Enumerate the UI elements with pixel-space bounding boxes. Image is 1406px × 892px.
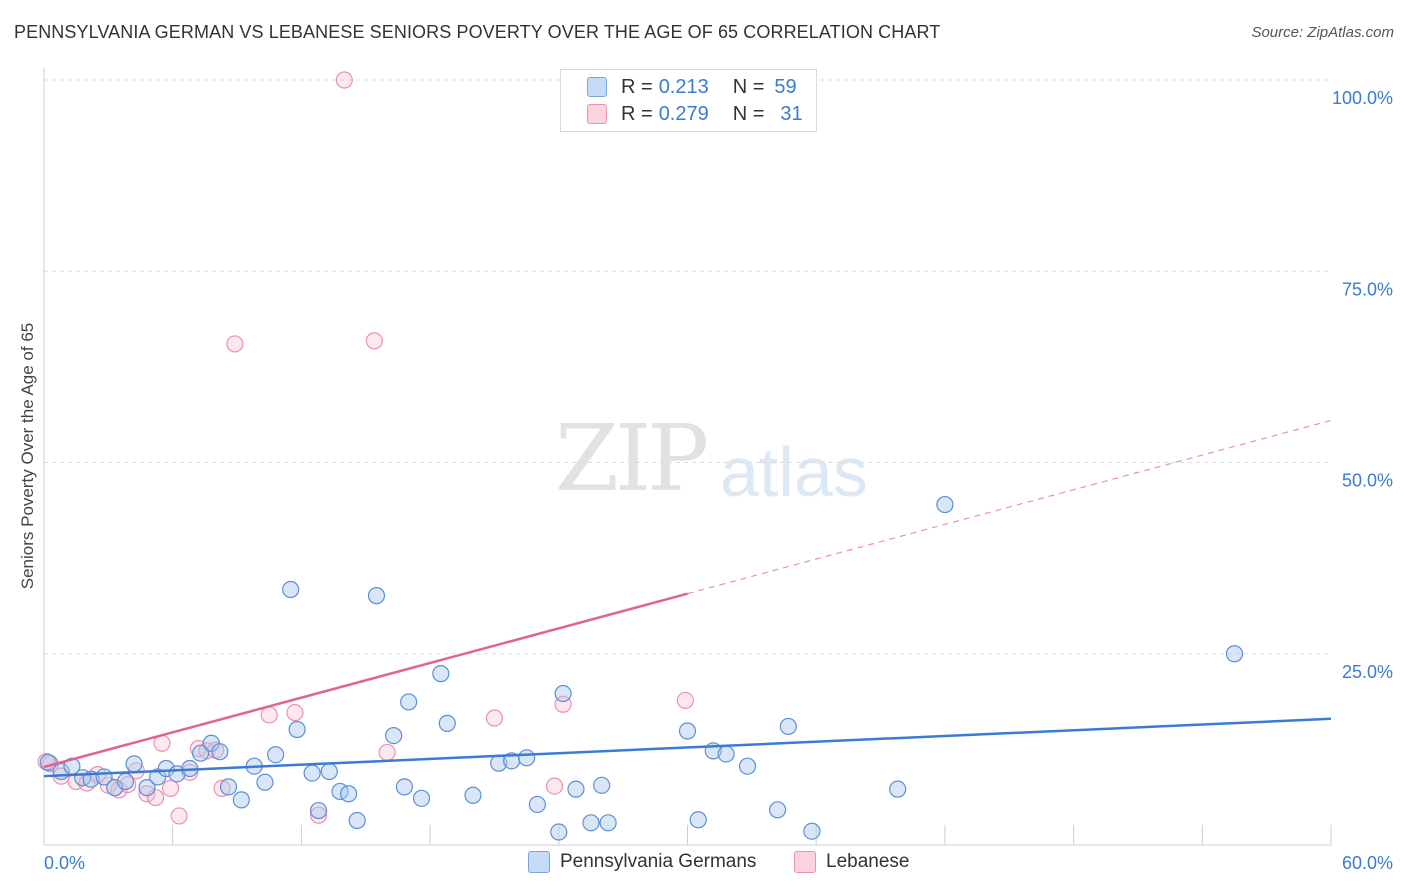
- pa-german-point: [106, 779, 124, 797]
- pa-german-point: [191, 744, 210, 762]
- watermark-zip: ZIP: [555, 405, 709, 512]
- pa-german-point: [157, 759, 175, 778]
- pa-german-point: [138, 779, 156, 797]
- lebanese-point: [545, 777, 564, 795]
- legend-swatch-lebanese: [587, 104, 607, 124]
- pa-german-point: [309, 801, 328, 820]
- pa-german-point: [738, 757, 757, 775]
- legend-swatch-pa-german: [587, 77, 607, 97]
- pa-german-point: [211, 743, 229, 761]
- pa-german-point: [717, 745, 735, 763]
- legend-r-value: 0.279: [658, 102, 709, 125]
- y-tick-label: 25.0%: [1342, 662, 1393, 682]
- legend-r-value: 0.213: [658, 75, 709, 98]
- legend-r-label: R =: [621, 102, 653, 125]
- pa-german-point: [779, 717, 797, 736]
- pa-german-point: [256, 773, 274, 791]
- lebanese-point: [378, 743, 396, 762]
- lebanese-point: [170, 807, 188, 825]
- bottom-legend-pa-german: Pennsylvania Germans: [528, 851, 756, 873]
- x-tick-label: 60.0%: [1342, 853, 1393, 873]
- pa-german-point: [367, 587, 386, 605]
- pa-german-point: [267, 746, 285, 764]
- pa-german-point: [1225, 645, 1244, 663]
- lebanese-point: [138, 785, 156, 803]
- pa-german-point: [803, 822, 821, 840]
- pa-german-point: [385, 727, 403, 745]
- y-tick-label: 50.0%: [1342, 471, 1393, 491]
- bottom-legend-lebanese: Lebanese: [794, 851, 909, 873]
- pa-german-point: [395, 778, 413, 796]
- pa-german-point: [518, 749, 536, 767]
- pa-german-point: [567, 780, 585, 798]
- lebanese-point: [286, 704, 304, 722]
- pa-german-point: [348, 811, 366, 830]
- pa-german-point: [282, 580, 300, 599]
- bottom-legend-swatch-pa-german: [528, 851, 550, 873]
- legend-row-pa-german: R = 0.213 N = 59: [587, 75, 797, 99]
- pa-german-point: [432, 665, 450, 683]
- lebanese-point: [485, 709, 504, 727]
- correlation-legend: R = 0.213 N = 59 R = 0.279 N = 31: [560, 69, 817, 132]
- legend-n-value: 31: [780, 102, 803, 125]
- pa-german-point: [936, 495, 954, 514]
- pa-german-point: [232, 791, 250, 809]
- pa-german-point: [768, 801, 787, 819]
- y-tick-label: 75.0%: [1342, 279, 1393, 299]
- lebanese-trend-extension: [687, 419, 1332, 595]
- lebanese-point: [309, 806, 328, 824]
- pa-german-point: [303, 764, 321, 782]
- legend-n-label: N =: [732, 75, 765, 98]
- lebanese-trend-line: [43, 592, 688, 769]
- lebanese-point: [213, 779, 231, 797]
- chart-title: PENNSYLVANIA GERMAN VS LEBANESE SENIORS …: [14, 22, 941, 42]
- pa-german-point: [125, 755, 143, 773]
- legend-n-label: N =: [732, 102, 765, 125]
- source-label: Source: ZipAtlas.com: [1251, 24, 1394, 41]
- pa-german-point: [889, 780, 907, 798]
- pa-german-point: [593, 776, 611, 794]
- lebanese-point: [260, 706, 278, 724]
- lebanese-point: [226, 335, 244, 353]
- pa-german-point: [400, 693, 418, 711]
- lebanese-point: [365, 332, 383, 350]
- pa-german-point: [438, 714, 456, 732]
- y-axis-title: Seniors Poverty Over the Age of 65: [18, 322, 37, 590]
- pa-german-point: [689, 811, 707, 829]
- pa-german-point: [412, 789, 431, 807]
- y-tick-label: 100.0%: [1332, 88, 1393, 108]
- pa-german-point: [464, 786, 482, 804]
- legend-n-value: 59: [774, 75, 797, 98]
- pa-german-point: [678, 722, 697, 740]
- pa-german-point: [554, 684, 572, 703]
- lebanese-point: [161, 779, 180, 797]
- pa-german-point: [219, 778, 238, 796]
- pa-german-point: [528, 795, 546, 814]
- pa-german-point: [288, 720, 306, 739]
- pa-german-point: [320, 762, 338, 781]
- pa-german-point: [339, 785, 358, 803]
- lebanese-point: [676, 691, 694, 710]
- watermark-atlas: atlas: [720, 433, 868, 511]
- bottom-legend-swatch-lebanese: [794, 851, 816, 873]
- pa-german-point: [116, 772, 135, 791]
- bottom-legend-label-lebanese: Lebanese: [826, 851, 910, 872]
- lebanese-point: [119, 775, 137, 794]
- pa-german-point: [582, 814, 600, 832]
- pa-german-point: [550, 823, 568, 841]
- legend-r-label: R =: [621, 75, 653, 98]
- x-tick-label: 0.0%: [44, 853, 85, 873]
- pa-german-trend-line: [43, 717, 1332, 778]
- legend-row-lebanese: R = 0.279 N = 31: [587, 102, 803, 126]
- bottom-legend-label-pa-german: Pennsylvania Germans: [560, 851, 757, 872]
- lebanese-point: [335, 71, 353, 89]
- pa-german-point: [599, 814, 617, 832]
